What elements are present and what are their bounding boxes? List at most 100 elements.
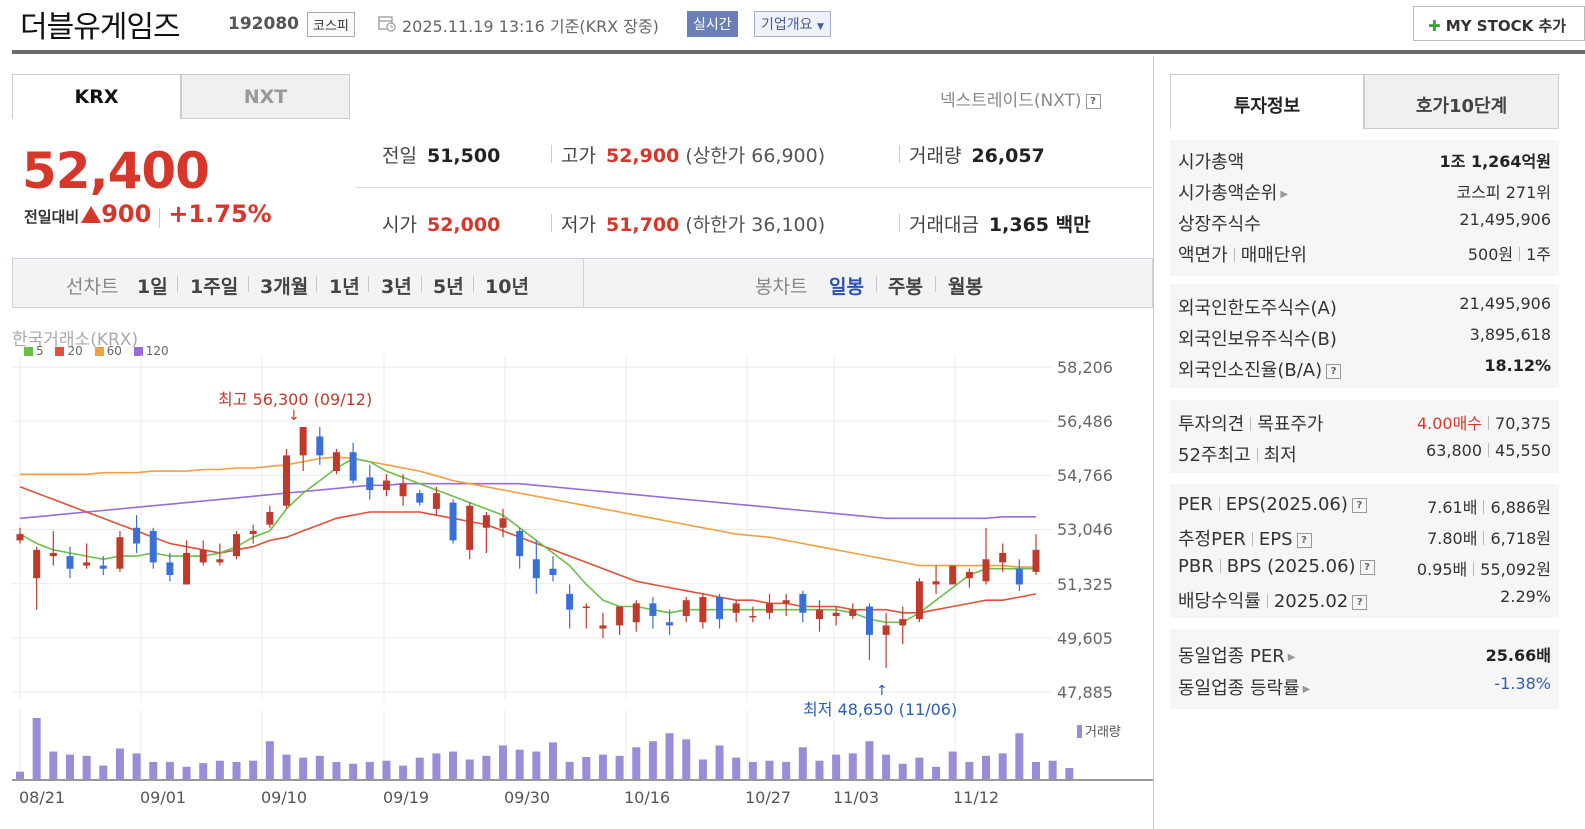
candle[interactable] bbox=[399, 474, 407, 506]
volume-bar[interactable] bbox=[299, 757, 308, 779]
range-3y[interactable]: 3년 bbox=[381, 276, 412, 298]
volume-bar[interactable] bbox=[915, 757, 924, 779]
volume-bar[interactable] bbox=[499, 745, 508, 779]
candle[interactable] bbox=[199, 540, 207, 566]
volume-bar[interactable] bbox=[948, 751, 957, 779]
volume-bar[interactable] bbox=[732, 757, 741, 779]
candle[interactable] bbox=[982, 527, 990, 585]
candle[interactable] bbox=[932, 565, 940, 594]
add-mystock-button[interactable]: ✚ MY STOCK 추가 bbox=[1413, 6, 1585, 41]
candle[interactable] bbox=[299, 427, 307, 472]
volume-bar[interactable] bbox=[1048, 760, 1057, 779]
candle[interactable] bbox=[183, 540, 191, 585]
range-1d[interactable]: 1일 bbox=[137, 276, 168, 298]
candle[interactable] bbox=[332, 449, 340, 475]
volume-bar[interactable] bbox=[1015, 733, 1024, 779]
help-icon[interactable]: ? bbox=[1296, 532, 1312, 548]
candle[interactable] bbox=[815, 600, 823, 632]
candle[interactable] bbox=[732, 600, 740, 623]
volume-bar[interactable] bbox=[548, 742, 557, 779]
tab-investment-info[interactable]: 투자정보 bbox=[1170, 74, 1364, 129]
candle[interactable] bbox=[915, 578, 923, 623]
volume-bar[interactable] bbox=[465, 759, 474, 779]
candle[interactable] bbox=[16, 527, 24, 544]
volume-bar[interactable] bbox=[382, 760, 391, 779]
volume-bar[interactable] bbox=[215, 760, 224, 779]
candle[interactable] bbox=[666, 609, 674, 635]
volume-bar[interactable] bbox=[365, 761, 374, 779]
volume-bar[interactable] bbox=[848, 753, 857, 779]
help-icon[interactable]: ? bbox=[1359, 559, 1375, 575]
candle[interactable] bbox=[599, 612, 607, 638]
volume-bar[interactable] bbox=[165, 761, 174, 779]
candle[interactable] bbox=[865, 603, 873, 661]
candle[interactable] bbox=[149, 527, 157, 569]
volume-bar[interactable] bbox=[598, 754, 607, 779]
candle[interactable] bbox=[349, 442, 357, 484]
volume-bar[interactable] bbox=[1065, 768, 1074, 779]
volume-bar[interactable] bbox=[349, 763, 358, 779]
volume-bar[interactable] bbox=[399, 765, 408, 779]
help-icon[interactable]: ? bbox=[1352, 594, 1368, 610]
help-icon[interactable]: ? bbox=[1351, 497, 1367, 513]
sector-per-row[interactable]: 동일업종 PER ▶ 25.66배 bbox=[1178, 642, 1551, 667]
sector-change-row[interactable]: 동일업종 등락률 ▶ -1.38% bbox=[1178, 674, 1551, 699]
candle-daily[interactable]: 일봉 bbox=[829, 276, 864, 298]
volume-bar[interactable] bbox=[832, 754, 841, 779]
range-3m[interactable]: 3개월 bbox=[260, 276, 309, 298]
candle-monthly[interactable]: 월봉 bbox=[948, 276, 983, 298]
candle[interactable] bbox=[432, 486, 440, 516]
candle[interactable] bbox=[49, 530, 57, 566]
volume-bar[interactable] bbox=[532, 751, 541, 779]
candle[interactable] bbox=[166, 552, 174, 582]
volume-bar[interactable] bbox=[282, 754, 291, 779]
candle[interactable] bbox=[499, 508, 507, 538]
candle[interactable] bbox=[416, 489, 424, 506]
volume-bar[interactable] bbox=[815, 760, 824, 779]
range-10y[interactable]: 10년 bbox=[485, 276, 529, 298]
candle[interactable] bbox=[466, 502, 474, 560]
volume-bar[interactable] bbox=[432, 753, 441, 779]
nxt-help-link[interactable]: 넥스트레이드(NXT)? bbox=[940, 86, 1101, 111]
candle[interactable] bbox=[233, 530, 241, 560]
volume-bar[interactable] bbox=[82, 755, 91, 779]
candle[interactable] bbox=[832, 606, 840, 626]
volume-bar[interactable] bbox=[232, 761, 241, 779]
volume-bar[interactable] bbox=[782, 761, 791, 779]
volume-bar[interactable] bbox=[265, 741, 274, 779]
candle[interactable] bbox=[449, 499, 457, 544]
candle[interactable] bbox=[83, 543, 91, 569]
help-icon[interactable]: ? bbox=[1326, 363, 1342, 379]
candle[interactable] bbox=[316, 427, 324, 465]
volume-bar[interactable] bbox=[16, 771, 24, 779]
price-chart[interactable] bbox=[12, 355, 1153, 708]
volume-bar[interactable] bbox=[32, 718, 41, 779]
candle[interactable] bbox=[66, 546, 74, 579]
volume-bar[interactable] bbox=[249, 760, 258, 779]
candle[interactable] bbox=[216, 543, 224, 566]
volume-bar[interactable] bbox=[865, 741, 874, 779]
candle[interactable] bbox=[249, 524, 257, 544]
help-icon[interactable]: ? bbox=[1085, 93, 1101, 109]
volume-bar[interactable] bbox=[715, 745, 724, 779]
volume-bar[interactable] bbox=[665, 733, 674, 779]
range-1y[interactable]: 1년 bbox=[329, 276, 360, 298]
volume-bar[interactable] bbox=[765, 760, 774, 779]
volume-bar[interactable] bbox=[698, 759, 707, 779]
volume-bar[interactable] bbox=[982, 755, 991, 779]
candle[interactable] bbox=[849, 603, 857, 620]
volume-bar[interactable] bbox=[582, 757, 591, 779]
candle[interactable] bbox=[799, 590, 807, 623]
volume-bar[interactable] bbox=[65, 754, 74, 779]
candle[interactable] bbox=[582, 603, 590, 629]
candle[interactable] bbox=[549, 556, 557, 582]
candle[interactable] bbox=[532, 540, 540, 594]
candle[interactable] bbox=[749, 606, 757, 623]
candle[interactable] bbox=[566, 584, 574, 629]
candle[interactable] bbox=[899, 606, 907, 645]
volume-bar[interactable] bbox=[449, 751, 458, 779]
candle[interactable] bbox=[682, 597, 690, 623]
range-1w[interactable]: 1주일 bbox=[190, 276, 239, 298]
volume-bar[interactable] bbox=[748, 761, 757, 779]
candle[interactable] bbox=[632, 600, 640, 632]
